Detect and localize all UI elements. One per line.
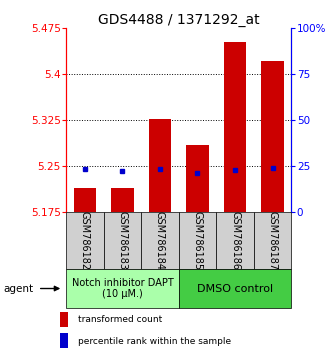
- Bar: [141, 212, 179, 269]
- Text: DMSO control: DMSO control: [197, 284, 273, 293]
- Bar: [179, 212, 216, 269]
- Bar: [261, 61, 284, 212]
- Text: GSM786185: GSM786185: [193, 211, 203, 270]
- Text: GSM786184: GSM786184: [155, 211, 165, 270]
- Bar: [74, 188, 96, 212]
- Text: Notch inhibitor DAPT
(10 μM.): Notch inhibitor DAPT (10 μM.): [71, 278, 173, 299]
- Bar: [60, 312, 68, 327]
- Bar: [104, 212, 141, 269]
- Bar: [224, 42, 246, 212]
- Bar: [254, 212, 291, 269]
- Text: GSM786182: GSM786182: [80, 211, 90, 270]
- Text: agent: agent: [3, 284, 33, 293]
- Text: percentile rank within the sample: percentile rank within the sample: [78, 337, 231, 346]
- Bar: [149, 119, 171, 212]
- Bar: [179, 269, 291, 308]
- Text: transformed count: transformed count: [78, 315, 163, 324]
- Text: GSM786187: GSM786187: [267, 211, 277, 270]
- Bar: [216, 212, 254, 269]
- Bar: [60, 333, 68, 348]
- Text: GSM786186: GSM786186: [230, 211, 240, 270]
- Title: GDS4488 / 1371292_at: GDS4488 / 1371292_at: [98, 13, 260, 27]
- Bar: [111, 188, 134, 212]
- Text: GSM786183: GSM786183: [118, 211, 127, 270]
- Bar: [186, 145, 209, 212]
- Bar: [66, 212, 104, 269]
- Bar: [66, 269, 179, 308]
